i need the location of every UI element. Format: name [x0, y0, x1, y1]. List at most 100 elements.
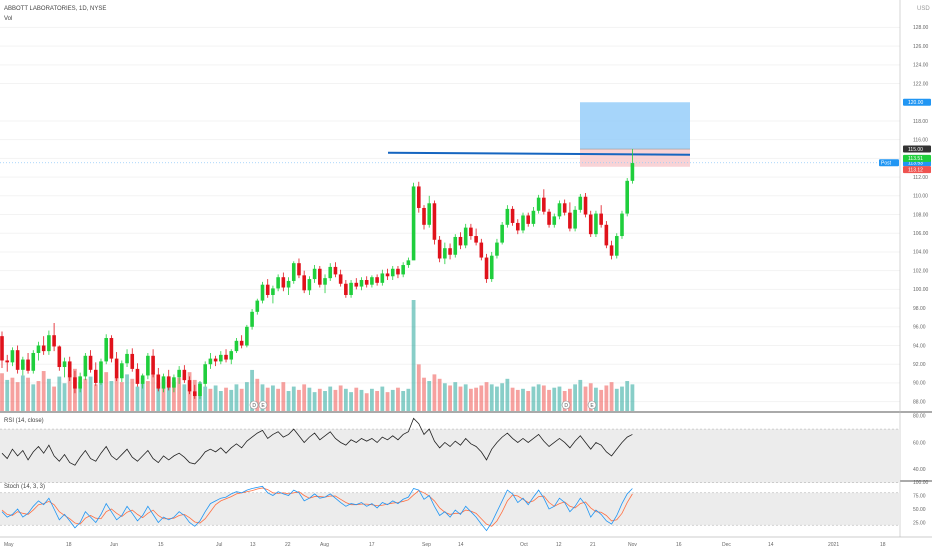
volume-bar — [515, 389, 520, 411]
candle-body — [239, 340, 244, 346]
volume-bar — [57, 376, 62, 411]
candle-body — [250, 311, 254, 327]
candle-body — [500, 224, 504, 243]
candle-body — [458, 236, 463, 246]
volume-bar — [5, 379, 10, 411]
volume-bar — [479, 385, 484, 411]
candle-body — [531, 210, 536, 224]
volume-bar — [432, 374, 437, 411]
volume-bar — [359, 389, 364, 411]
volume-bar — [416, 364, 421, 411]
candle-body — [432, 203, 437, 240]
volume-bar — [31, 384, 36, 411]
x-tick-label: 18 — [66, 542, 72, 548]
price-tick-label: 112.00 — [913, 175, 928, 181]
candle-body — [417, 186, 421, 208]
rsi-tick-label: 60.00 — [913, 440, 926, 446]
volume-bar — [224, 387, 228, 411]
candle-body — [588, 214, 593, 235]
candle-body — [396, 268, 400, 275]
volume-bar — [46, 378, 51, 411]
volume-bar — [505, 378, 510, 411]
candle-body — [401, 265, 405, 275]
price-label-box — [903, 166, 931, 174]
volume-bar — [78, 382, 83, 411]
candle-body — [495, 242, 499, 256]
event-marker-label: D — [252, 403, 256, 409]
rsi-band — [0, 429, 900, 483]
candle-body — [568, 212, 572, 229]
price-tick-label: 92.00 — [913, 362, 926, 368]
volume-bar — [500, 383, 505, 411]
volume-bar — [406, 388, 411, 411]
volume-bar — [172, 382, 176, 411]
volume-bar — [255, 378, 260, 411]
volume-bar — [510, 387, 515, 411]
candle-body — [359, 280, 364, 287]
volume-bar — [265, 387, 270, 411]
volume-bar — [484, 382, 489, 411]
price-tick-label: 90.00 — [913, 381, 926, 387]
candle-body — [224, 354, 228, 360]
candle-body — [620, 213, 624, 237]
candle-body — [385, 273, 390, 277]
candle-body — [109, 338, 114, 359]
volume-bar — [573, 384, 577, 411]
candle-body — [390, 268, 395, 277]
price-tick-label: 118.00 — [913, 119, 928, 125]
candle-body — [26, 359, 30, 371]
volume-bar — [109, 381, 114, 411]
currency-label: USD — [917, 6, 930, 12]
candle-body — [229, 351, 234, 360]
price-tick-label: 88.00 — [913, 399, 926, 405]
post-label: Post — [881, 161, 892, 167]
candle-body — [526, 215, 531, 224]
volume-bar — [411, 300, 416, 411]
candle-body — [271, 288, 275, 295]
volume-bar — [604, 385, 609, 411]
volume-bar — [41, 371, 46, 411]
x-tick-label: 12 — [556, 542, 562, 548]
volume-bar — [541, 385, 546, 411]
volume-bar — [547, 389, 551, 411]
event-marker — [587, 400, 597, 410]
volume-bar — [161, 378, 166, 411]
volume-bar — [578, 379, 583, 411]
event-marker — [561, 400, 571, 410]
candle-body — [578, 196, 583, 210]
candle-body — [489, 255, 494, 280]
volume-bar — [135, 386, 140, 411]
candle-body — [41, 345, 46, 352]
candle-body — [78, 376, 82, 389]
price-label: 113.12 — [908, 167, 923, 173]
volume-bar — [552, 387, 557, 411]
x-tick-label: Dec — [722, 542, 731, 548]
x-tick-label: 16 — [676, 542, 682, 548]
volume-bar — [328, 386, 333, 411]
x-tick-label: 17 — [369, 542, 375, 548]
candle-body — [515, 222, 520, 231]
candle-body — [156, 374, 161, 389]
volume-bar — [625, 381, 630, 411]
price-tick-label: 126.00 — [913, 44, 929, 50]
candle-body — [375, 277, 379, 283]
volume-bar — [557, 386, 562, 411]
volume-bar — [630, 384, 635, 411]
candle-body — [484, 257, 489, 280]
volume-bar — [489, 384, 494, 411]
volume-bar — [437, 378, 442, 411]
volume-bar — [370, 388, 374, 411]
volume-bar — [463, 384, 468, 411]
stoch-tick-label: 100.00 — [913, 480, 929, 486]
volume-bar — [229, 389, 234, 411]
rsi-title: RSI (14, close) — [4, 418, 44, 424]
x-tick-label: 14 — [768, 542, 774, 548]
volume-bar — [385, 392, 390, 411]
candle-body — [182, 369, 187, 381]
price-tick-label: 124.00 — [913, 63, 929, 69]
volume-bar — [10, 377, 15, 411]
candle-body — [151, 355, 155, 375]
x-tick-label: 14 — [458, 542, 464, 548]
candle-body — [510, 208, 515, 223]
